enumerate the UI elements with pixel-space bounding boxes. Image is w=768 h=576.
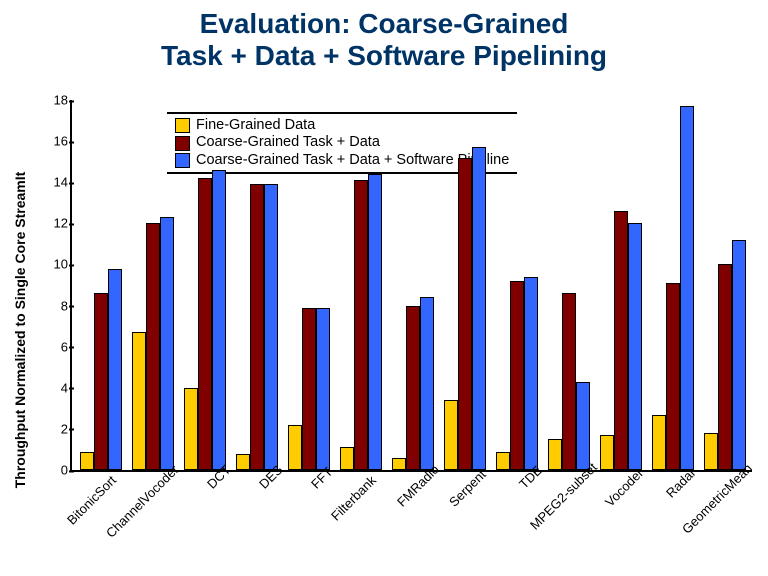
bar [94, 293, 108, 470]
title-line-1: Evaluation: Coarse-Grained [200, 8, 569, 39]
bar [236, 454, 250, 470]
bar [524, 277, 538, 470]
legend-label: Coarse-Grained Task + Data [196, 134, 380, 151]
bar [392, 458, 406, 470]
chart-area: Throughput Normalized to Single Core Str… [30, 100, 760, 560]
bar [108, 269, 122, 470]
y-tick: 18 [44, 93, 68, 108]
y-tick: 12 [44, 216, 68, 231]
legend-swatch [175, 118, 190, 133]
bar [652, 415, 666, 471]
bar-group [236, 184, 286, 470]
x-category-label: BitonicSort [64, 473, 119, 528]
bar [666, 283, 680, 470]
bar [600, 435, 614, 470]
bar [732, 240, 746, 470]
y-tick: 2 [44, 421, 68, 436]
x-category-label: Radar [663, 465, 699, 501]
x-category-label: ChannelVocoder [103, 463, 182, 542]
bar [160, 217, 174, 470]
bar [184, 388, 198, 470]
bar-group [184, 170, 234, 470]
bar-group [496, 277, 546, 470]
y-tick: 0 [44, 463, 68, 478]
chart-title: Evaluation: Coarse-Grained Task + Data +… [0, 0, 768, 72]
bar [250, 184, 264, 470]
bar [444, 400, 458, 470]
bar [80, 452, 94, 471]
bar [406, 306, 420, 470]
y-tick: 6 [44, 339, 68, 354]
y-tick: 10 [44, 257, 68, 272]
bar [680, 106, 694, 470]
x-category-label: Serpent [446, 467, 489, 510]
bar [704, 433, 718, 470]
bar [458, 158, 472, 470]
legend-item: Fine-Grained Data [175, 117, 509, 134]
bar [354, 180, 368, 470]
bar-group [340, 174, 390, 470]
bar [628, 223, 642, 470]
bar [264, 184, 278, 470]
bar [132, 332, 146, 470]
bar-group [548, 293, 598, 470]
bar-group [600, 211, 650, 470]
bar [340, 447, 354, 470]
bar-group [288, 308, 338, 470]
legend-swatch [175, 153, 190, 168]
bar [288, 425, 302, 470]
bar-group [704, 240, 754, 470]
x-category-label: Filterbank [328, 472, 379, 523]
bar [212, 170, 226, 470]
bar-group [652, 106, 702, 470]
bar [420, 297, 434, 470]
y-tick: 8 [44, 298, 68, 313]
bar [316, 308, 330, 470]
bar [576, 382, 590, 470]
y-tick: 16 [44, 134, 68, 149]
plot-region: Fine-Grained DataCoarse-Grained Task + D… [70, 100, 752, 472]
bar-group [392, 297, 442, 470]
y-tick: 14 [44, 175, 68, 190]
bar [496, 452, 510, 471]
bar-group [132, 217, 182, 470]
bar [302, 308, 316, 470]
bar [368, 174, 382, 470]
bar [472, 147, 486, 470]
bar [198, 178, 212, 470]
legend-swatch [175, 136, 190, 151]
legend-label: Fine-Grained Data [196, 117, 315, 134]
bar [510, 281, 524, 470]
bar [146, 223, 160, 470]
title-line-2: Task + Data + Software Pipelining [161, 40, 607, 71]
bar [614, 211, 628, 470]
y-axis-label: Throughput Normalized to Single Core Str… [12, 172, 28, 489]
bar [562, 293, 576, 470]
bar-group [80, 269, 130, 470]
bar [548, 439, 562, 470]
bar-group [444, 147, 494, 470]
x-category-label: Vocoder [602, 466, 646, 510]
bar [718, 264, 732, 470]
y-tick: 4 [44, 380, 68, 395]
